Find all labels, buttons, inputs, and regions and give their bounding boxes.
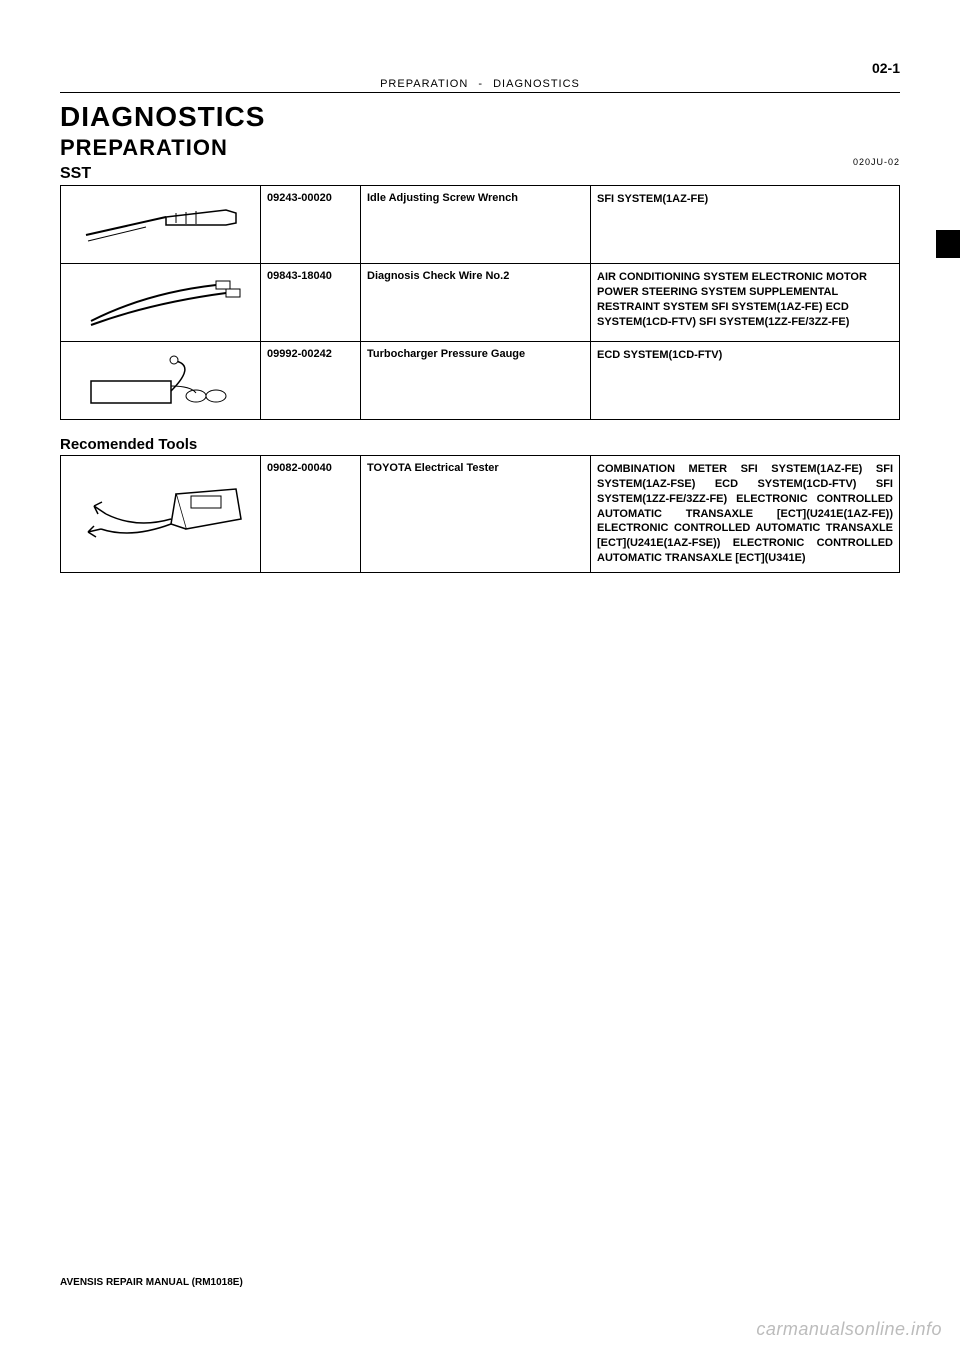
recommended-tools-heading: Recomended Tools [60, 436, 900, 453]
page-content: 02-1 PREPARATION - DIAGNOSTICS DIAGNOSTI… [60, 60, 900, 573]
tool-code: 09992-00242 [261, 342, 361, 420]
tool-illustration [61, 342, 261, 420]
tool-name: TOYOTA Electrical Tester [361, 456, 591, 573]
tool-illustration [61, 186, 261, 264]
table-row: 09992-00242 Turbocharger Pressure Gauge … [61, 342, 900, 420]
running-header: PREPARATION - DIAGNOSTICS [60, 78, 900, 93]
table-row: 09243-00020 Idle Adjusting Screw Wrench … [61, 186, 900, 264]
tool-name: Diagnosis Check Wire No.2 [361, 264, 591, 342]
tool-code: 09243-00020 [261, 186, 361, 264]
table-row: 09843-18040 Diagnosis Check Wire No.2 AI… [61, 264, 900, 342]
watermark: carmanualsonline.info [756, 1319, 942, 1340]
recommended-tools-table: 09082-00040 TOYOTA Electrical Tester COM… [60, 455, 900, 573]
table-row: 09082-00040 TOYOTA Electrical Tester COM… [61, 456, 900, 573]
header-left: PREPARATION [380, 78, 468, 90]
header-right: DIAGNOSTICS [493, 78, 580, 90]
sst-heading: SST [60, 165, 900, 183]
gauge-icon [76, 351, 246, 411]
tool-name: Turbocharger Pressure Gauge [361, 342, 591, 420]
tool-description: SFI SYSTEM(1AZ-FE) [591, 186, 900, 264]
section-tab-marker [936, 230, 960, 258]
section-title: PREPARATION [60, 135, 900, 161]
sst-table: 09243-00020 Idle Adjusting Screw Wrench … [60, 185, 900, 420]
tool-description: ECD SYSTEM(1CD-FTV) [591, 342, 900, 420]
wire-icon [76, 273, 246, 333]
page-title: DIAGNOSTICS [60, 101, 900, 133]
tool-illustration [61, 264, 261, 342]
page-number: 02-1 [60, 60, 900, 76]
tool-description: AIR CONDITIONING SYSTEM ELECTRONIC MOTOR… [591, 264, 900, 342]
footer-text: AVENSIS REPAIR MANUAL (RM1018E) [60, 1277, 243, 1288]
tool-code: 09082-00040 [261, 456, 361, 573]
tool-name: Idle Adjusting Screw Wrench [361, 186, 591, 264]
header-dash: - [478, 78, 483, 90]
screwdriver-icon [76, 195, 246, 255]
tool-illustration [61, 456, 261, 573]
tool-code: 09843-18040 [261, 264, 361, 342]
reference-code: 020JU-02 [853, 157, 900, 167]
tester-icon [76, 474, 246, 554]
tool-description: COMBINATION METER SFI SYSTEM(1AZ-FE) SFI… [591, 456, 900, 573]
